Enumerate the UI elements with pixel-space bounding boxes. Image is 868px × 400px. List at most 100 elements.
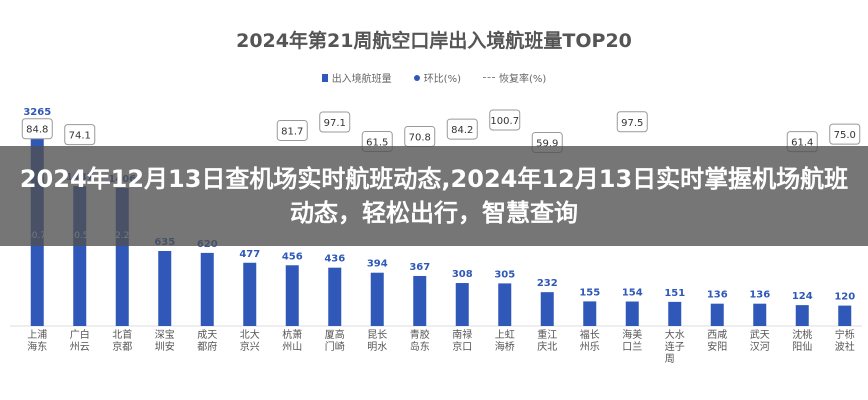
category-label-char: 州 [70,341,80,353]
legend-item-recovery: 恢复率(%) [483,70,546,85]
category-label-char: 口 [462,342,472,353]
category-label-char: 西 [707,330,717,341]
category-label-char: 东 [420,340,430,353]
category-label-char: 江 [547,329,557,341]
category-label-char: 水 [377,341,387,353]
bar-value-label: 232 [537,278,558,289]
recovery-box [276,119,308,141]
bar [243,262,257,326]
bar-value-label: 151 [664,288,685,299]
bar-value-label: 154 [622,288,643,299]
category-label-char: 山 [292,341,302,353]
category-label-char: 社 [845,340,855,353]
category-label-char: 昆 [367,329,377,341]
category-label-char: 青 [410,328,420,341]
category-label-char: 连 [665,340,675,353]
headline-banner: 2024年12月13日查机场实时航班动态,2024年12月13日实时掌握机场航班… [0,146,868,246]
legend-label-recovery: 恢复率(%) [499,74,547,85]
category-label-char: 东 [37,340,47,353]
category-label-char: 上 [27,329,37,341]
category-label-char: 重 [537,328,547,341]
bar-value-label: 436 [324,254,345,265]
category-label-char: 阳 [792,341,802,353]
category-label-char: 白 [80,328,90,341]
category-label-char: 圳 [155,341,165,353]
category-label-char: 禄 [462,328,472,341]
category-label-char: 水 [675,329,685,341]
category-label-char: 武 [750,328,760,341]
category-label-char: 安 [707,340,717,353]
chart-title: 2024年第21周航空口岸出入境航班量TOP20 [236,30,632,52]
category-label-char: 州 [282,341,292,353]
category-label-char: 宝 [165,328,175,341]
recovery-box [21,118,53,140]
bar [370,272,384,326]
category-label-char: 沈 [792,328,802,341]
category-label-char: 长 [590,329,600,341]
category-label-char: 萧 [292,329,302,341]
legend-dot-swatch [413,74,420,81]
category-label-char: 成 [197,329,207,341]
bar-value-label: 456 [282,251,303,262]
recovery-label: 100.7 [490,116,519,127]
category-label-char: 阳 [717,341,727,353]
bar-value-label: 308 [452,269,473,280]
category-label-char: 北 [547,341,557,353]
category-label-char: 咸 [717,329,727,341]
bar-value-label: 124 [792,291,813,302]
category-label-char: 门 [325,340,335,353]
category-label-char: 庆 [537,340,547,353]
headline-text: 2024年12月13日查机场实时航班动态,2024年12月13日实时掌握机场航班… [19,165,849,227]
category-label-char: 北 [240,329,250,341]
category-label-char: 府 [207,340,217,353]
category-label-char: 南 [452,328,462,341]
bar-value-label: 120 [834,292,855,303]
bar-value-label: 394 [367,259,388,270]
bar [838,305,852,326]
recovery-box [829,123,861,145]
bar [455,283,469,326]
legend-line-swatch [483,77,495,78]
recovery-label: 81.7 [281,126,303,137]
recovery-box [616,111,648,133]
category-label-char: 杭 [282,328,292,341]
category-label-char: 明 [367,341,377,353]
category-label-char: 京 [452,340,462,353]
category-label-char: 州 [580,341,590,353]
category-label-char: 桥 [505,341,515,353]
category-label-char: 汉 [750,341,760,353]
recovery-box [319,111,351,133]
recovery-label: 75.0 [834,130,856,141]
bar-value-label: 136 [707,290,728,301]
bar-value-label: 305 [494,269,515,280]
category-label-char: 浦 [37,328,47,341]
category-label-char: 厦 [325,329,335,341]
bar-value-label: 155 [579,287,600,298]
category-label-char: 海 [495,340,505,353]
category-label-char: 桃 [802,328,812,341]
category-label-char: 兰 [632,340,642,353]
recovery-label: 59.9 [536,138,558,149]
category-label-char: 云 [80,342,90,353]
category-label-char: 口 [622,342,632,353]
bar [158,251,172,326]
category-label-char: 河 [760,341,770,353]
category-label-char: 天 [760,330,770,341]
recovery-box [64,124,96,146]
recovery-label: 70.8 [409,132,431,143]
category-label-char: 长 [377,329,387,341]
category-label-char: 周 [665,353,675,365]
legend-bar-swatch [321,73,328,82]
category-label-char: 福 [580,328,590,341]
bar [285,265,299,326]
recovery-label: 84.2 [451,125,473,136]
bar-value-label: 477 [239,249,260,260]
bar-value-label: 367 [409,262,430,273]
category-label-char: 大 [250,328,260,341]
category-label-char: 大 [665,328,675,341]
bar [498,283,512,326]
category-label-char: 岛 [410,340,420,353]
bar [753,303,767,326]
legend-label-flights: 出入境航班量 [331,74,392,85]
recovery-label: 61.4 [791,138,813,149]
